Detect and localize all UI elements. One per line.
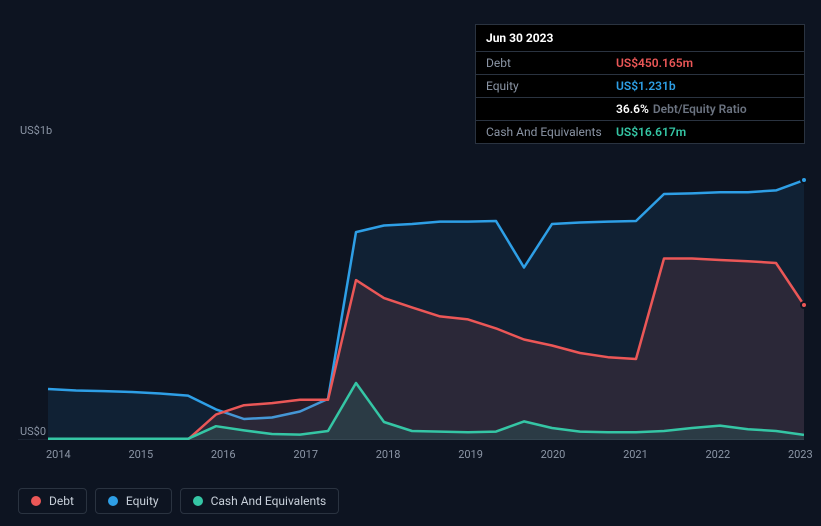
tooltip-row-extra: Debt/Equity Ratio bbox=[653, 102, 747, 116]
y-axis-max-label: US$1b bbox=[20, 124, 52, 137]
tooltip-row-label: Debt bbox=[486, 56, 616, 70]
debt-endpoint-marker bbox=[800, 301, 808, 309]
legend-item-cash-and-equivalents[interactable]: Cash And Equivalents bbox=[180, 488, 340, 514]
tooltip-row: EquityUS$1.231b bbox=[476, 74, 804, 97]
tooltip-date: Jun 30 2023 bbox=[476, 25, 804, 51]
legend-item-debt[interactable]: Debt bbox=[18, 488, 87, 514]
tooltip-row-label: Equity bbox=[486, 79, 616, 93]
legend-item-equity[interactable]: Equity bbox=[95, 488, 172, 514]
chart-tooltip: Jun 30 2023 DebtUS$450.165mEquityUS$1.23… bbox=[475, 24, 805, 144]
tooltip-row-value: US$450.165m bbox=[616, 56, 794, 70]
equity-endpoint-marker bbox=[800, 176, 808, 184]
tooltip-row-value: US$16.617m bbox=[616, 125, 794, 139]
tooltip-row: Cash And EquivalentsUS$16.617m bbox=[476, 120, 804, 143]
chart-legend: Debt Equity Cash And Equivalents bbox=[18, 488, 339, 514]
tooltip-row-label: Cash And Equivalents bbox=[486, 125, 616, 139]
tooltip-row-value: US$1.231b bbox=[616, 79, 794, 93]
debt-equity-chart: Jun 30 2023 DebtUS$450.165mEquityUS$1.23… bbox=[0, 0, 821, 526]
tooltip-row: DebtUS$450.165m bbox=[476, 51, 804, 74]
legend-dot-icon bbox=[31, 496, 41, 506]
tooltip-row: 36.6%Debt/Equity Ratio bbox=[476, 97, 804, 120]
legend-item-label: Equity bbox=[126, 494, 159, 508]
tooltip-row-value: 36.6%Debt/Equity Ratio bbox=[616, 102, 794, 116]
legend-dot-icon bbox=[193, 496, 203, 506]
chart-plot-area bbox=[18, 140, 804, 440]
legend-dot-icon bbox=[108, 496, 118, 506]
tooltip-row-label bbox=[486, 102, 616, 116]
legend-item-label: Debt bbox=[49, 494, 74, 508]
legend-item-label: Cash And Equivalents bbox=[211, 494, 327, 508]
